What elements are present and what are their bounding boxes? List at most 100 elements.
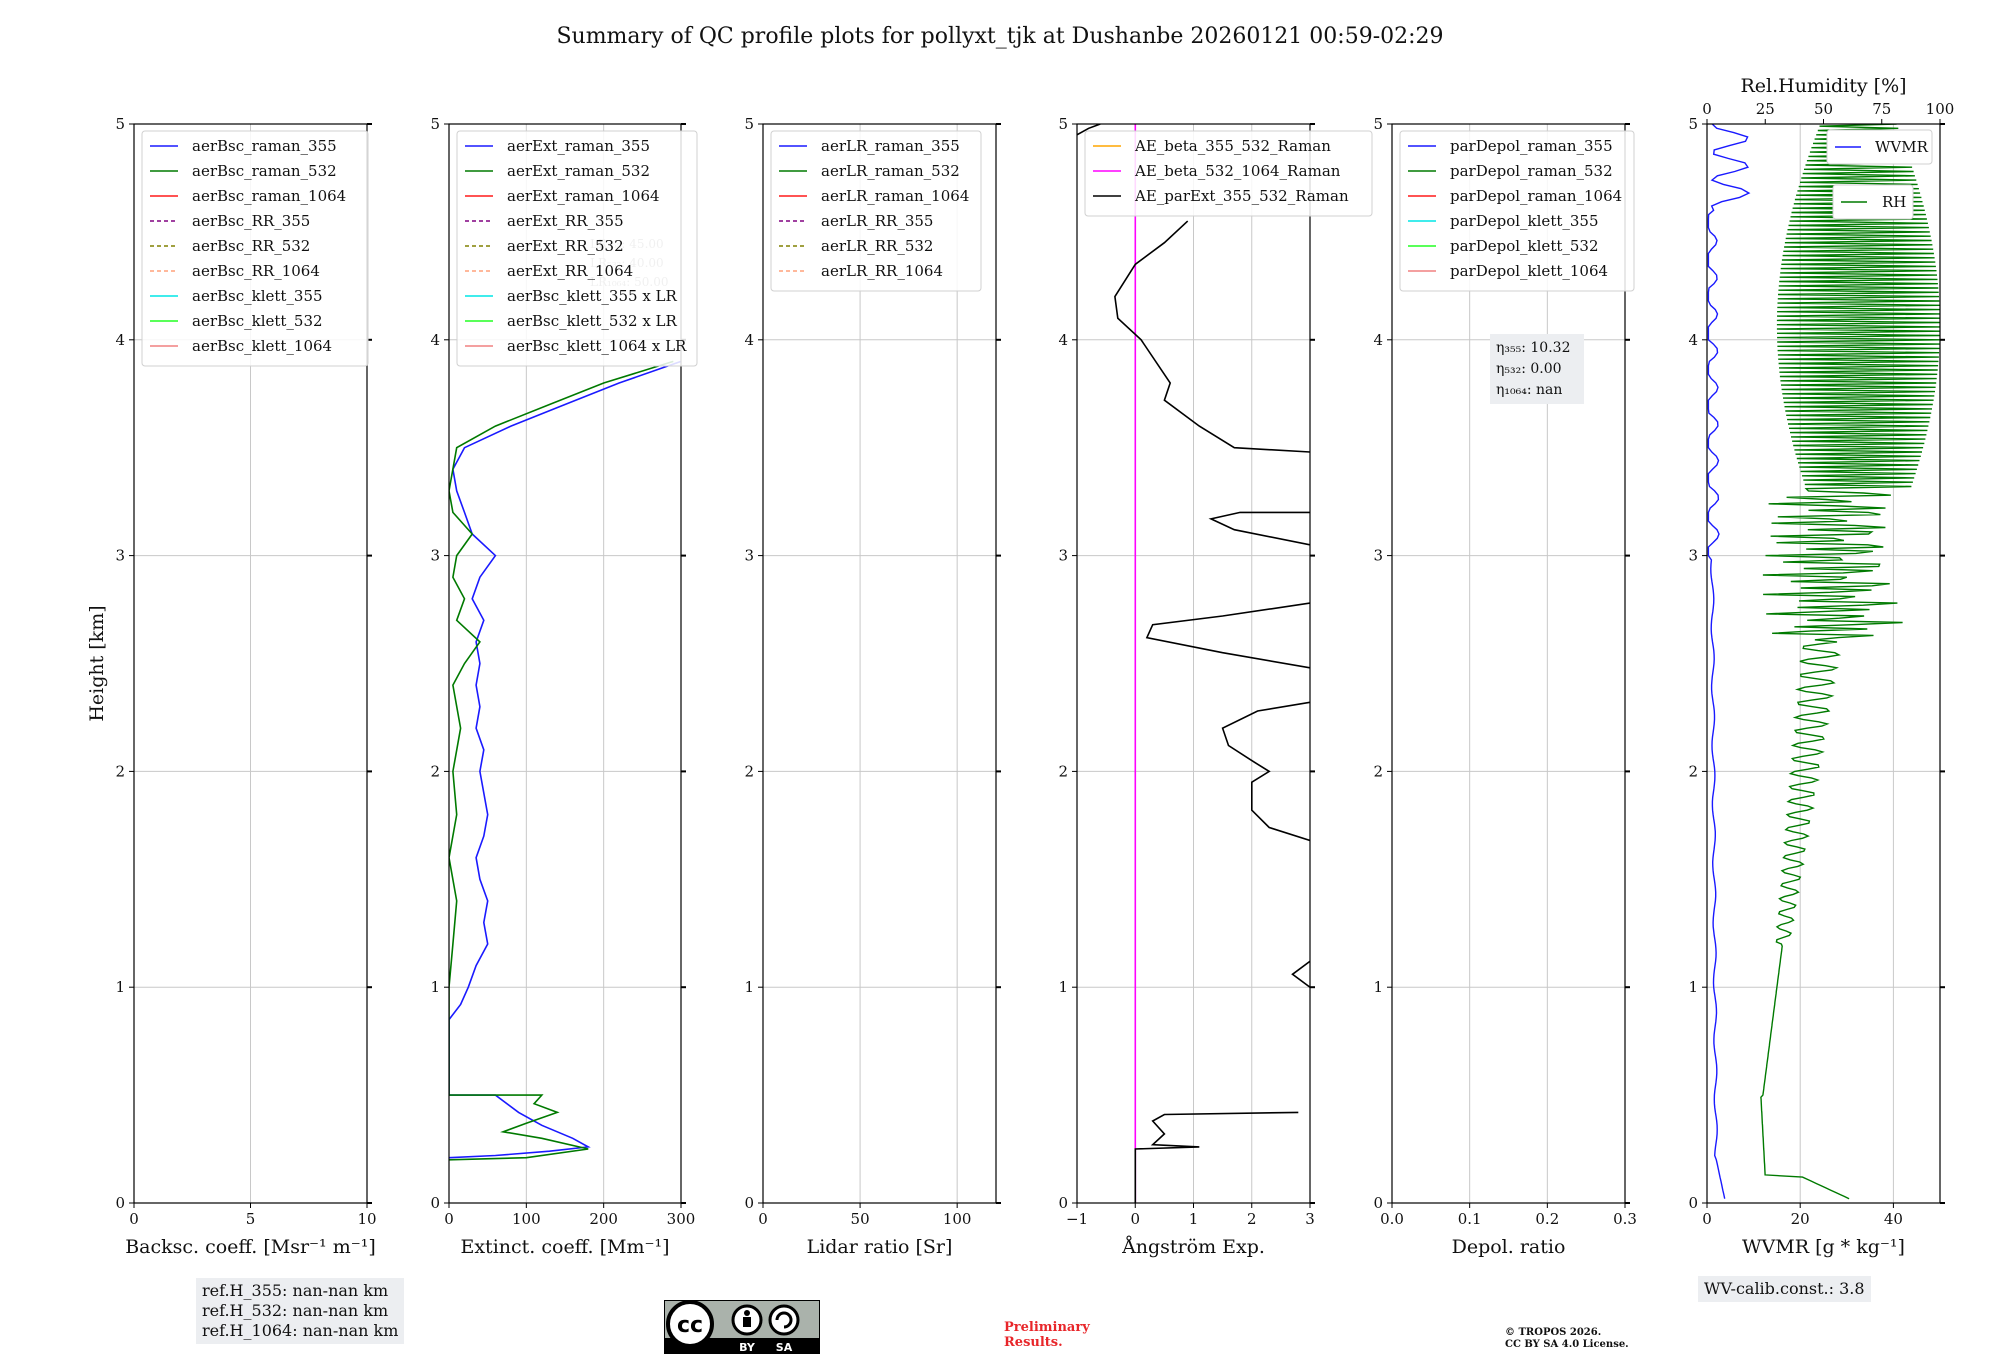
- legend-label: aerLR_RR_355: [821, 212, 933, 230]
- panel-depol: 0 1 2 3 4 5 0.0 0.1 0.2 0.3 Depol. ratio parDepol_r…: [1373, 115, 1636, 1258]
- wv-calibration-box: WV-calib.const.: 3.8: [1698, 1276, 1871, 1302]
- x-tick-label: 100: [512, 1210, 541, 1228]
- y-tick-label: 5: [1373, 115, 1383, 133]
- x-tick-label: 200: [589, 1210, 618, 1228]
- x-tick-label: 0.3: [1613, 1210, 1637, 1228]
- series-line-AE_parExt_355_532_Raman-e: [1208, 511, 1310, 546]
- legend-label: parDepol_raman_355: [1450, 137, 1613, 155]
- axes-frame: [1391, 123, 1626, 1204]
- x-tick-label: 50: [851, 1210, 870, 1228]
- copyright-line-2: CC BY SA 4.0 License.: [1505, 1339, 1629, 1350]
- y-tick-label: 1: [1688, 978, 1698, 996]
- legend-label: aerExt_RR_532: [507, 237, 624, 255]
- legend-label: aerExt_raman_1064: [507, 187, 660, 205]
- y-tick-label: 5: [430, 115, 440, 133]
- x-tick-label: 5: [246, 1210, 256, 1228]
- axes-frame: [448, 123, 682, 1204]
- legend-box: [1084, 130, 1373, 217]
- x-tick-label: 10: [357, 1210, 376, 1228]
- x-tick-label: 0.2: [1535, 1210, 1559, 1228]
- x-tick-label: 300: [667, 1210, 696, 1228]
- preliminary-line-2: Results.: [1004, 1335, 1063, 1350]
- y-tick-label: 4: [115, 331, 125, 349]
- y-tick-label: 2: [430, 762, 440, 780]
- eta-box: [1490, 334, 1584, 404]
- series-group: [1077, 124, 1310, 1203]
- legend-label: aerExt_raman_355: [507, 137, 650, 155]
- wv-calibration-constant: WV-calib.const.: 3.8: [1704, 1279, 1865, 1298]
- series-line-AE_parExt_355_532_Raman-c: [1221, 701, 1310, 842]
- y-tick-label: 0: [115, 1194, 125, 1212]
- top-x-tick-label: 100: [1926, 100, 1955, 118]
- series-line-aerExt_raman_532: [449, 360, 674, 1161]
- series-group: [1707, 124, 1940, 1200]
- top-x-tick-label: 25: [1756, 100, 1775, 118]
- y-tick-label: 5: [115, 115, 125, 133]
- x-tick-label: −1: [1066, 1210, 1088, 1228]
- y-tick-label: 3: [1688, 547, 1698, 565]
- y-tick-label: 4: [744, 331, 754, 349]
- y-tick-label: 1: [744, 978, 754, 996]
- y-tick-label: 1: [1058, 978, 1068, 996]
- legend: AE_beta_355_532_Raman AE_beta_532_1064_Ra…: [1084, 130, 1373, 217]
- panel-bsc: 0 1 2 3 4 5 0 5 10 Backsc. coeff. [Msr⁻¹ m⁻¹] Heig…: [86, 115, 377, 1258]
- legend-label: aerBsc_RR_532: [192, 237, 310, 255]
- series-line-AE_parExt_355_532_Raman-d: [1145, 602, 1310, 669]
- x-axis-label: Ångström Exp.: [1121, 1236, 1265, 1258]
- top-x-axis-label: Rel.Humidity [%]: [1740, 75, 1906, 97]
- legend-label: AE_beta_355_532_Raman: [1134, 137, 1331, 155]
- copyright-note: © TROPOS 2026. CC BY SA 4.0 License.: [1505, 1327, 1629, 1351]
- x-tick-label: 3: [1305, 1210, 1315, 1228]
- axes-frame: [1706, 123, 1941, 1204]
- y-axis-label: Height [km]: [86, 605, 108, 721]
- legend-wvmr: WVMR: [1826, 129, 1933, 165]
- x-axis-label: WVMR [g * kg⁻¹]: [1742, 1236, 1905, 1258]
- y-tick-label: 3: [1058, 547, 1068, 565]
- y-tick-label: 2: [115, 762, 125, 780]
- y-tick-label: 3: [430, 547, 440, 565]
- copyright-line-1: © TROPOS 2026.: [1505, 1327, 1602, 1338]
- preliminary-results-note: Preliminary Results.: [1004, 1320, 1090, 1350]
- legend: aerExt_raman_355 aerExt_raman_532 aerExt_r…: [456, 130, 698, 367]
- x-axis-label: Lidar ratio [Sr]: [807, 1236, 953, 1258]
- rh-profile-line: [1760, 124, 1940, 1200]
- legend-box: [141, 130, 369, 367]
- y-tick-label: 1: [115, 978, 125, 996]
- legend-label: aerLR_raman_1064: [821, 187, 969, 205]
- preliminary-line-1: Preliminary: [1004, 1320, 1090, 1335]
- series-line-AE_parExt_355_532_Raman-g: [1077, 124, 1101, 136]
- top-x-tick-label: 50: [1814, 100, 1833, 118]
- legend-label: aerLR_raman_355: [821, 137, 960, 155]
- ref-height-532: ref.H_532: nan-nan km: [202, 1301, 389, 1320]
- legend-rh: RH: [1832, 184, 1914, 220]
- legend: parDepol_raman_355 parDepol_raman_532 parD…: [1399, 130, 1635, 292]
- ref-height-355: ref.H_355: nan-nan km: [202, 1281, 389, 1300]
- legend-label: aerExt_RR_1064: [507, 262, 633, 280]
- eta-annotation: η₃₅₅: 10.32 η₅₃₂: 0.00 η₁₀₆₄: nan: [1490, 334, 1584, 404]
- legend-label: parDepol_raman_532: [1450, 162, 1613, 180]
- legend-label: aerExt_RR_355: [507, 212, 624, 230]
- legend-label: AE_beta_532_1064_Raman: [1134, 162, 1341, 180]
- cc-sa-label: SA: [776, 1341, 793, 1354]
- legend-box: [1826, 129, 1933, 165]
- x-tick-label: 0.0: [1380, 1210, 1404, 1228]
- series-line-AE_parExt_355_532_Raman-f: [1114, 220, 1310, 453]
- legend-label: parDepol_raman_1064: [1450, 187, 1622, 205]
- series-group: [449, 360, 681, 1161]
- y-tick-label: 0: [1688, 1194, 1698, 1212]
- legend-label: parDepol_klett_1064: [1450, 262, 1608, 280]
- legend-label: aerLR_RR_532: [821, 237, 933, 255]
- legend-label: parDepol_klett_532: [1450, 237, 1599, 255]
- legend-label: aerExt_raman_532: [507, 162, 650, 180]
- legend-box: [1832, 184, 1914, 220]
- y-tick-label: 4: [1058, 331, 1068, 349]
- axes-frame: [762, 123, 997, 1204]
- y-tick-label: 4: [1373, 331, 1383, 349]
- x-tick-label: 0: [1702, 1210, 1712, 1228]
- x-tick-label: 20: [1791, 1210, 1810, 1228]
- y-tick-label: 0: [1058, 1194, 1068, 1212]
